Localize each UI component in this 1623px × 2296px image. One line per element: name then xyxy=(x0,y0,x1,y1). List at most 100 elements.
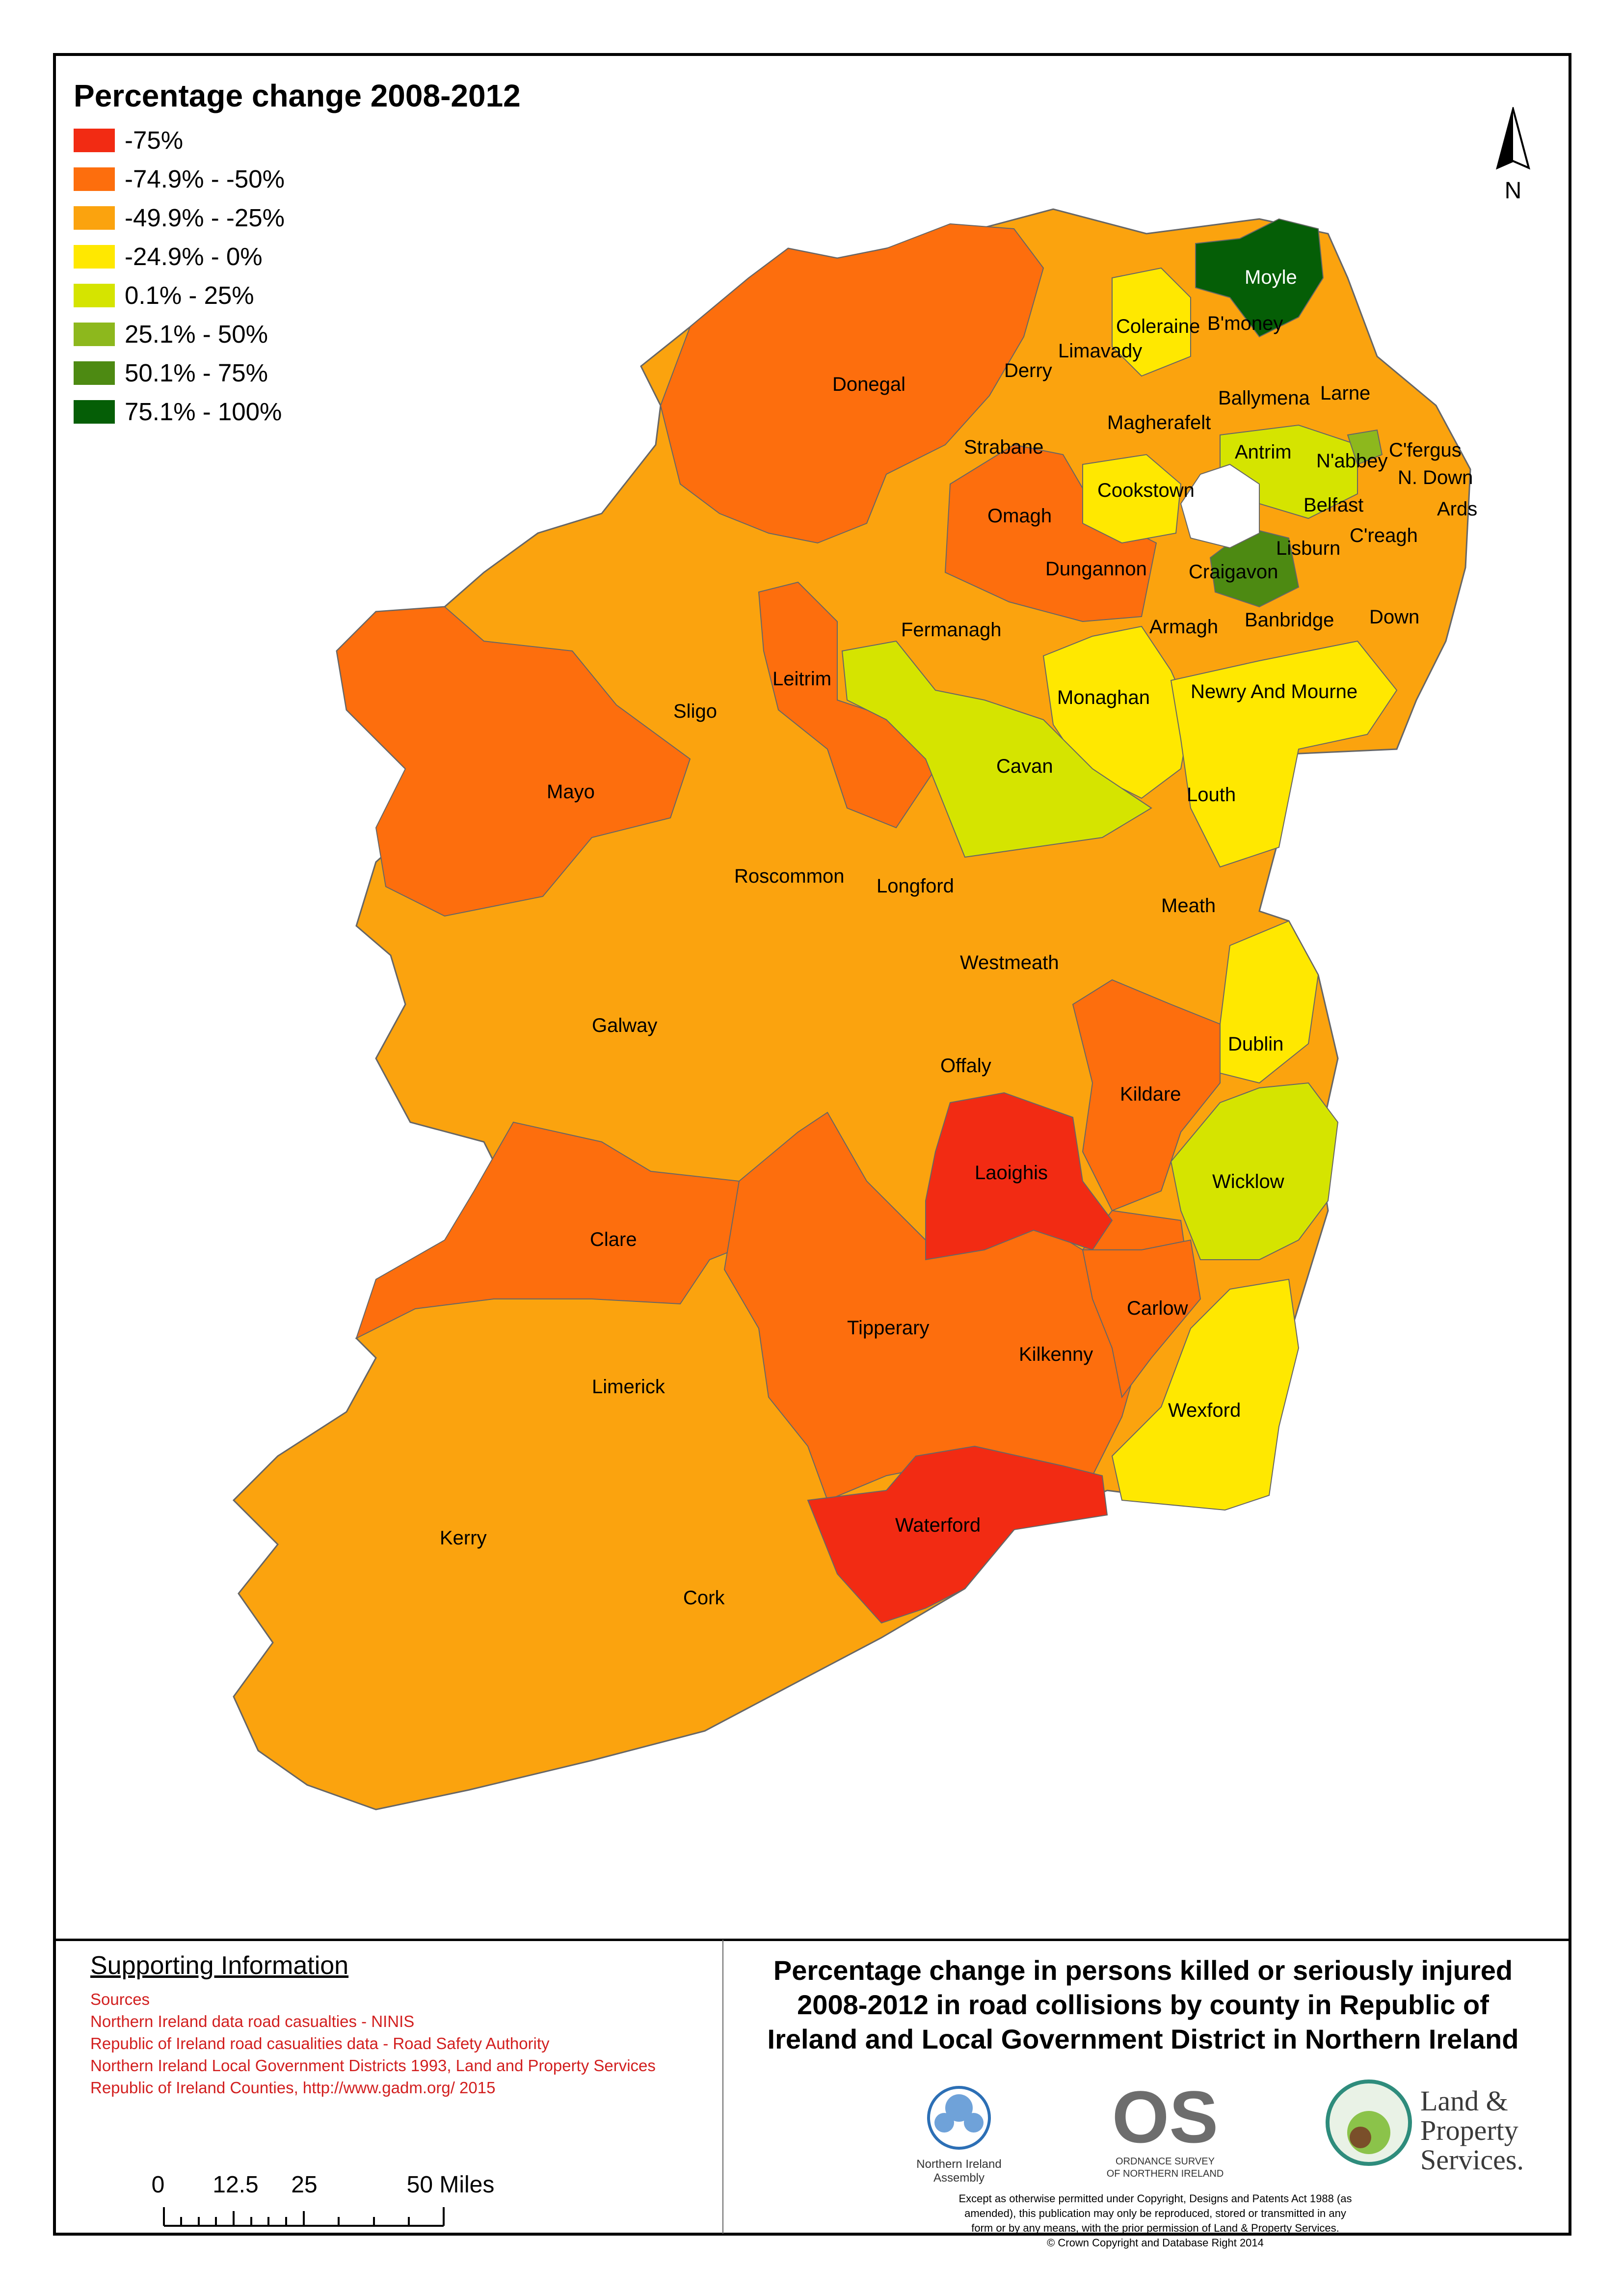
map-title-line: Ireland and Local Government District in… xyxy=(767,2024,1519,2054)
label-ballymena: Ballymena xyxy=(1218,387,1310,409)
copyright-line: Except as otherwise permitted under Copy… xyxy=(958,2192,1352,2205)
source-line: Northern Ireland Local Government Distri… xyxy=(90,2056,656,2075)
legend-swatch xyxy=(74,244,115,269)
choropleth-map: Donegal Derry Limavady Coleraine Moyle B… xyxy=(232,208,1477,1810)
region-coleraine-cookstown xyxy=(1112,267,1191,377)
label-ards: Ards xyxy=(1437,498,1477,520)
lps-line3: Services. xyxy=(1420,2144,1524,2176)
footer-divider xyxy=(722,1940,723,2234)
lps-logo: Land & Property Services. xyxy=(1326,2080,1524,2176)
label-moyle: Moyle xyxy=(1245,267,1297,288)
label-creagh: C'reagh xyxy=(1350,525,1418,546)
supporting-information: Supporting Information Sources Northern … xyxy=(90,1951,718,2099)
label-larne: Larne xyxy=(1320,382,1370,404)
label-fermanagh: Fermanagh xyxy=(901,619,1002,641)
map-title: Percentage change in persons killed or s… xyxy=(743,1953,1543,2056)
label-banbridge: Banbridge xyxy=(1245,609,1334,631)
region-cfergus xyxy=(1347,429,1383,465)
region-laoighis xyxy=(925,1092,1113,1261)
legend-label: 75.1% - 100% xyxy=(125,398,282,426)
label-louth: Louth xyxy=(1187,784,1236,806)
label-laoighis: Laoighis xyxy=(975,1162,1048,1184)
label-meath: Meath xyxy=(1161,895,1216,917)
north-arrow: N xyxy=(1489,105,1538,215)
label-sligo: Sligo xyxy=(673,701,717,722)
legend-item: 50.1% - 75% xyxy=(74,353,521,392)
label-strabane: Strabane xyxy=(964,436,1043,458)
copyright-line: amended), this publication may only be r… xyxy=(964,2207,1346,2219)
copyright-line: © Crown Copyright and Database Right 201… xyxy=(1047,2237,1264,2249)
lps-line2: Property xyxy=(1420,2114,1518,2146)
region-louth-newry xyxy=(1170,640,1398,868)
section-divider xyxy=(56,1939,1569,1941)
label-limerick: Limerick xyxy=(592,1376,665,1398)
region-donegal xyxy=(660,223,1044,544)
label-kilkenny: Kilkenny xyxy=(1019,1344,1093,1365)
region-cookstown xyxy=(1082,454,1182,544)
label-lisburn: Lisburn xyxy=(1276,538,1340,559)
label-magherafelt: Magherafelt xyxy=(1107,412,1211,433)
legend-label: -74.9% - -50% xyxy=(125,165,285,193)
legend-item: -75% xyxy=(74,121,521,160)
legend-label: -75% xyxy=(125,126,184,154)
os-line2: OF NORTHERN IRELAND xyxy=(1107,2168,1224,2179)
legend: Percentage change 2008-2012 -75% -74.9% … xyxy=(74,78,521,431)
copyright-notice: Except as otherwise permitted under Copy… xyxy=(817,2191,1494,2250)
region-carlow xyxy=(1082,1239,1201,1399)
label-wicklow: Wicklow xyxy=(1212,1171,1284,1192)
north-label: N xyxy=(1505,178,1522,204)
scale-label-25: 25 xyxy=(291,2172,317,2198)
label-tipperary: Tipperary xyxy=(847,1317,929,1339)
legend-swatch xyxy=(74,322,115,346)
legend-item: -74.9% - -50% xyxy=(74,160,521,198)
label-craigavon: Craigavon xyxy=(1189,561,1278,583)
label-armagh: Armagh xyxy=(1149,616,1218,638)
legend-title: Percentage change 2008-2012 xyxy=(74,78,521,113)
label-kerry: Kerry xyxy=(440,1527,487,1549)
svg-text:OS: OS xyxy=(1112,2076,1219,2158)
legend-items: -75% -74.9% - -50% -49.9% - -25% -24.9% … xyxy=(74,121,521,431)
scale-label-50: 50 Miles xyxy=(407,2172,495,2198)
label-belfast: Belfast xyxy=(1304,494,1363,516)
legend-label: -24.9% - 0% xyxy=(125,243,263,270)
legend-label: -49.9% - -25% xyxy=(125,204,285,232)
map-title-line: Percentage change in persons killed or s… xyxy=(773,1955,1513,1986)
legend-item: -24.9% - 0% xyxy=(74,237,521,276)
label-cork: Cork xyxy=(683,1587,725,1609)
region-dublin xyxy=(1220,920,1319,1084)
label-waterford: Waterford xyxy=(895,1514,981,1536)
legend-item: 0.1% - 25% xyxy=(74,276,521,315)
label-offaly: Offaly xyxy=(940,1055,991,1077)
label-coleraine: Coleraine xyxy=(1116,316,1200,337)
source-line: Republic of Ireland Counties, http://www… xyxy=(90,2079,496,2097)
map-area: Donegal Derry Limavady Coleraine Moyle B… xyxy=(56,56,1569,1939)
scale-bar: 0 12.5 25 50 Miles xyxy=(152,2172,495,2227)
region-mayo xyxy=(336,606,691,917)
region-moyle xyxy=(1195,218,1324,338)
ni-assembly-logo: Northern Ireland Assembly xyxy=(916,2086,1002,2185)
label-dungannon: Dungannon xyxy=(1045,558,1147,580)
north-arrow-icon: N xyxy=(1495,105,1531,204)
scale-label-12: 12.5 xyxy=(213,2172,258,2198)
scale-ticks xyxy=(163,2207,445,2227)
lps-line1: Land & xyxy=(1420,2085,1508,2117)
legend-swatch xyxy=(74,167,115,191)
source-line: Republic of Ireland road casualities dat… xyxy=(90,2034,550,2053)
scale-label-0: 0 xyxy=(152,2172,165,2198)
region-wicklow xyxy=(1170,1082,1339,1260)
legend-item: 25.1% - 50% xyxy=(74,315,521,353)
label-wexford: Wexford xyxy=(1168,1400,1241,1421)
label-roscommon: Roscommon xyxy=(734,865,845,887)
label-longford: Longford xyxy=(877,875,954,897)
legend-swatch xyxy=(74,400,115,424)
lough-neagh xyxy=(1180,463,1260,549)
label-limavady: Limavady xyxy=(1058,340,1142,362)
support-title: Supporting Information xyxy=(90,1951,349,1980)
label-antrim: Antrim xyxy=(1235,441,1292,463)
ni-assembly-line1: Northern Ireland xyxy=(916,2158,1001,2171)
label-ndown: N. Down xyxy=(1398,467,1473,488)
source-line: Sources xyxy=(90,1990,150,2008)
region-kildare xyxy=(1072,979,1221,1212)
legend-label: 50.1% - 75% xyxy=(125,359,268,387)
label-donegal: Donegal xyxy=(832,374,905,395)
